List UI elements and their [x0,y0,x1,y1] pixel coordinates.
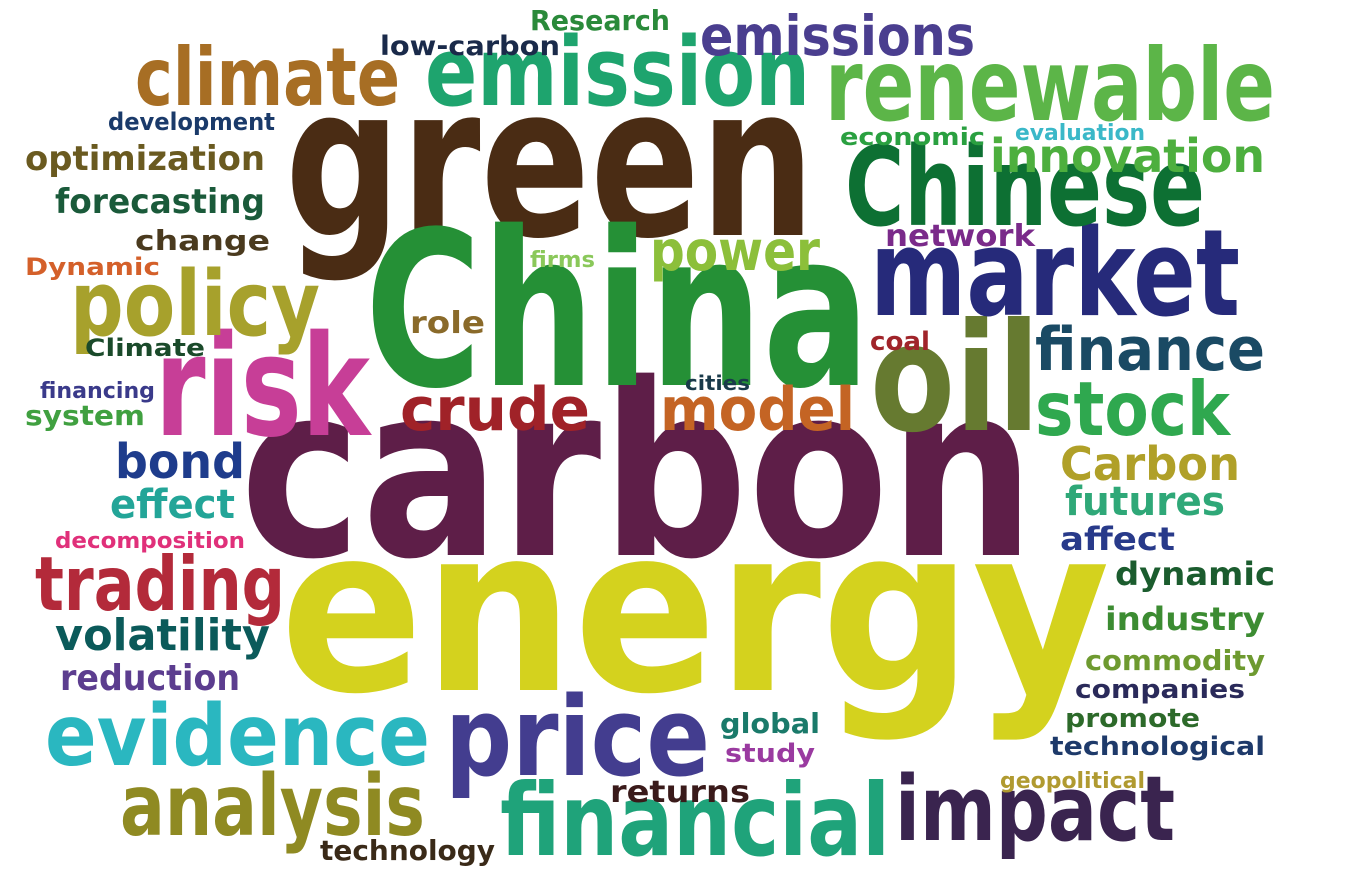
word: price [445,673,710,801]
word: commodity [1085,644,1265,677]
word: development [108,108,275,136]
word: energy [280,478,1110,745]
word: model [660,375,855,445]
word: stock [1035,365,1232,453]
word: renewable [825,27,1275,144]
word: crude [400,375,590,445]
word: financial [500,762,890,873]
word: bond [115,434,245,490]
word: study [725,739,815,769]
word: power [650,219,820,283]
word: volatility [55,610,270,661]
word: risk [155,306,372,469]
word: technology [320,834,495,867]
word: evidence [45,687,430,786]
word: promote [1065,704,1200,734]
word: financing [40,379,155,404]
word: China [365,185,870,436]
word: innovation [990,129,1265,183]
word: role [410,306,485,341]
word: oil [870,292,1040,466]
word: companies [1075,675,1245,705]
word: dynamic [1115,555,1275,593]
word: firms [530,248,595,273]
word: affect [1060,520,1175,558]
word: technological [1050,732,1265,762]
word: Climate [85,334,205,362]
word: geopolitical [1000,769,1145,794]
word: decomposition [55,529,245,554]
word: industry [1105,600,1265,638]
word: climate [135,31,400,124]
word: carbon [240,332,1035,612]
word: Research [530,4,670,37]
word: impact [895,757,1175,862]
word: effect [110,482,235,528]
word: network [885,219,1036,254]
word: low-carbon [380,31,560,62]
word: trading [35,540,285,628]
word: evaluation [1015,121,1145,146]
word: global [720,707,820,740]
word: reduction [60,658,240,699]
word: market [870,205,1240,344]
word: forecasting [55,182,265,222]
word: economic [840,123,985,151]
word: emission [425,18,810,128]
word: Carbon [1060,437,1240,491]
word: returns [610,775,750,810]
word: analysis [120,757,425,856]
word: system [25,399,145,432]
word: emissions [700,4,975,68]
word: green [285,40,815,285]
word: Dynamic [25,253,160,281]
word: optimization [25,139,265,179]
word: policy [70,252,320,357]
word: finance [1035,315,1265,385]
word: cities [685,371,750,395]
word: change [135,224,270,257]
word: futures [1065,479,1225,525]
word: coal [870,327,930,357]
word: Chinese [845,123,1205,251]
